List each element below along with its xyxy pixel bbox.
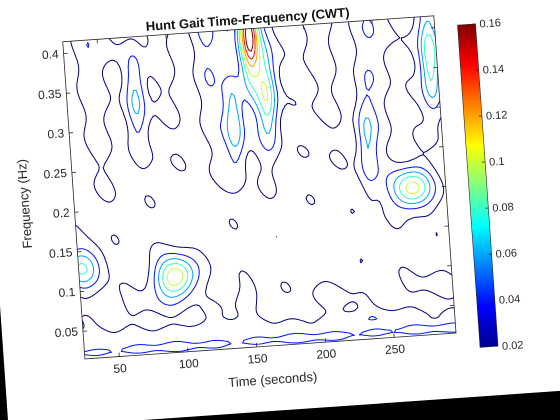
y-tick-label: 0.2 (53, 206, 71, 221)
x-tick-label: 100 (178, 356, 199, 371)
contour-level-line (245, 28, 254, 52)
y-tick-label: 0.05 (54, 325, 79, 341)
colorbar-tick-label: 0.16 (479, 17, 501, 30)
colorbar-tick-label: 0.1 (489, 156, 505, 169)
contour-level-line (77, 27, 436, 292)
colorbar-tick-label: 0.04 (498, 293, 520, 306)
y-tick-label: 0.1 (58, 285, 76, 300)
contour-level-line (243, 27, 256, 60)
y-axis: 0.05 0.1 0.15 0.2 0.25 0.3 0.35 0.4 (38, 27, 455, 341)
colorbar (457, 23, 499, 348)
y-tick-label: 0.15 (49, 245, 74, 261)
contour-level-line (77, 20, 439, 298)
y-tick-label: 0.35 (38, 87, 63, 103)
plot-frame (62, 15, 457, 360)
colorbar-tick-label: 0.02 (502, 339, 524, 352)
contour-level-line (166, 27, 420, 287)
colorbar-tick-label: 0.08 (492, 201, 514, 214)
colorbar-tick-label: 0.06 (495, 247, 517, 260)
colorbar-tick-label: 0.12 (486, 109, 508, 122)
x-tick-label: 200 (316, 346, 337, 361)
y-tick-label: 0.3 (47, 126, 65, 141)
x-tick-label: 50 (113, 361, 128, 376)
y-tick-label: 0.25 (43, 166, 68, 182)
y-tick-label: 0.4 (41, 47, 59, 62)
contour-level-line (241, 27, 258, 68)
y-axis-label: Frequency (Hz) (14, 159, 35, 249)
x-tick-label: 250 (385, 342, 406, 357)
colorbar-ticks: 0.02 0.04 0.06 0.08 0.1 0.12 0.14 0.16 (472, 17, 524, 353)
x-axis: 50 100 150 200 250 (96, 20, 406, 376)
contour-layer (70, 16, 457, 358)
x-tick-label: 150 (247, 351, 268, 366)
x-axis-label: Time (seconds) (228, 369, 318, 390)
colorbar-tick-label: 0.14 (482, 63, 504, 76)
contour-level-line (76, 16, 457, 357)
